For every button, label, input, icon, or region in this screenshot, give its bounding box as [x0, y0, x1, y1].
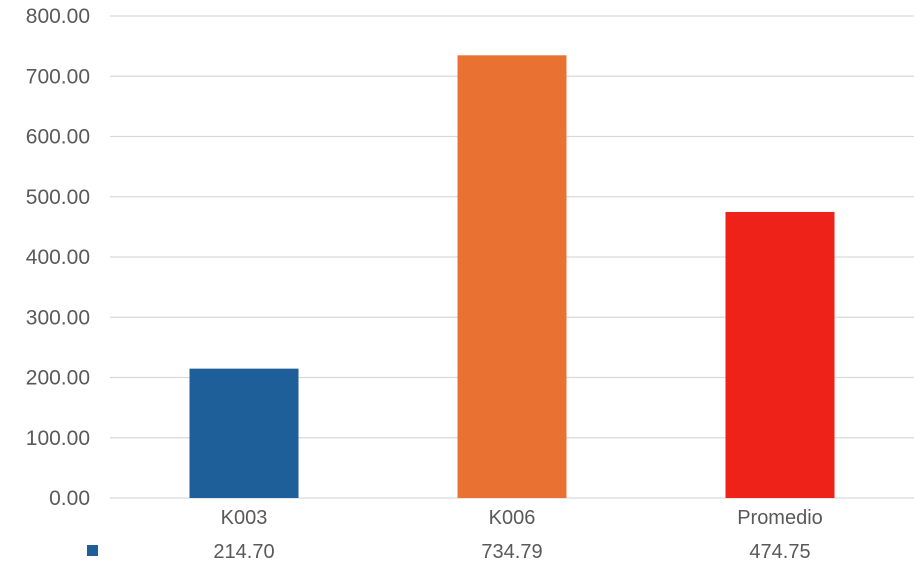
bars — [190, 55, 835, 498]
y-tick-label: 600.00 — [26, 126, 90, 149]
y-tick-label: 500.00 — [26, 186, 90, 209]
y-tick-label: 200.00 — [26, 367, 90, 390]
y-tick-label: 700.00 — [26, 65, 90, 88]
data-table-value: 214.70 — [213, 541, 274, 561]
bar-promedio — [726, 212, 835, 498]
data-table: 214.70 734.79 474.75 — [87, 541, 811, 561]
data-table-value: 734.79 — [481, 541, 542, 561]
y-tick-label: 300.00 — [26, 306, 90, 329]
data-table-value: 474.75 — [749, 541, 810, 561]
legend-key — [87, 545, 98, 556]
x-axis-tick-labels: K003 K006 Promedio — [221, 507, 823, 529]
x-tick-label: K006 — [489, 507, 536, 529]
bar-k003 — [190, 369, 299, 498]
y-tick-label: 400.00 — [26, 246, 90, 269]
y-tick-label: 800.00 — [26, 5, 90, 28]
y-tick-label: 0.00 — [49, 487, 90, 510]
x-tick-label: K003 — [221, 507, 268, 529]
y-axis-tick-labels: 0.00 100.00 200.00 300.00 400.00 500.00 600.00… — [26, 5, 90, 510]
bar-k006 — [458, 55, 567, 498]
y-tick-label: 100.00 — [26, 427, 90, 450]
x-tick-label: Promedio — [737, 507, 823, 529]
